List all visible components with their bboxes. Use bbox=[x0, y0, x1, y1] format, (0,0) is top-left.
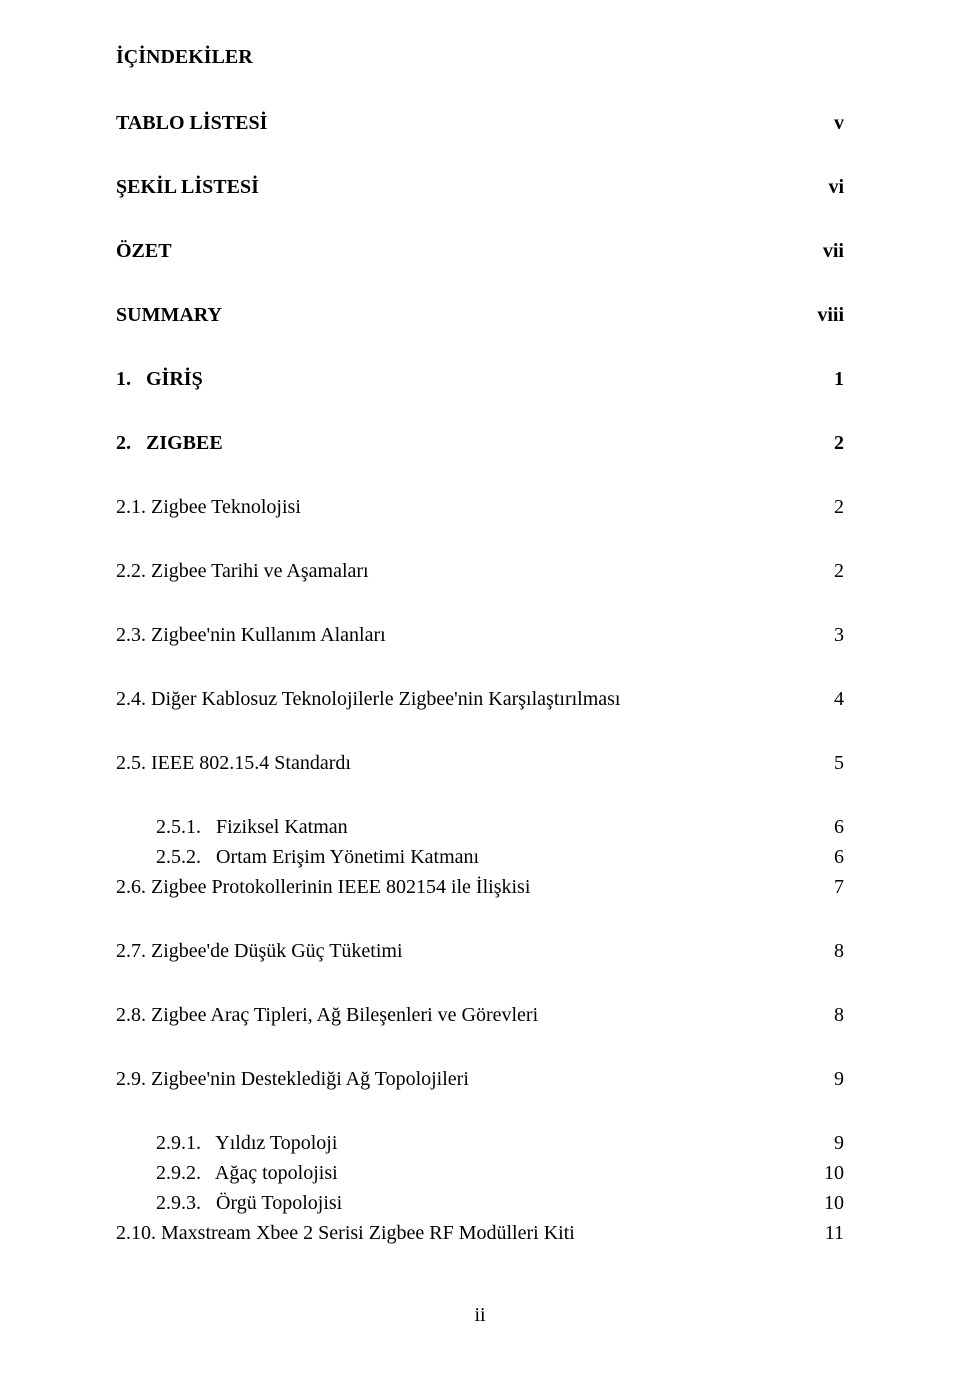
toc-entry-page: 6 bbox=[804, 815, 844, 839]
toc-entry-label: 2.8. Zigbee Araç Tipleri, Ağ Bileşenleri… bbox=[116, 1003, 538, 1027]
toc-entry-page: viii bbox=[804, 303, 844, 327]
toc-entry-label: 2.9. Zigbee'nin Desteklediği Ağ Topoloji… bbox=[116, 1067, 469, 1091]
toc-entry: 2. ZIGBEE 2 bbox=[116, 431, 844, 455]
toc-entry-label: 2.4. Diğer Kablosuz Teknolojilerle Zigbe… bbox=[116, 687, 621, 711]
toc-entry-page: 7 bbox=[804, 875, 844, 899]
toc-entry-page: 11 bbox=[804, 1221, 844, 1245]
toc-entry-page: 10 bbox=[804, 1161, 844, 1185]
toc-entry-label: 2.2. Zigbee Tarihi ve Aşamaları bbox=[116, 559, 369, 583]
toc-entry: 2.5.1. Fiziksel Katman 6 bbox=[116, 815, 844, 839]
toc-entry-label: 2.9.1. Yıldız Topoloji bbox=[156, 1131, 337, 1155]
toc-entry-label: ÖZET bbox=[116, 239, 172, 263]
toc-entry-page: 9 bbox=[804, 1067, 844, 1091]
toc-entry-page: 1 bbox=[804, 367, 844, 391]
page-number: ii bbox=[0, 1304, 960, 1327]
toc-entry-page: 5 bbox=[804, 751, 844, 775]
toc-entry-label: ŞEKİL LİSTESİ bbox=[116, 175, 259, 199]
toc-entry: 2.10. Maxstream Xbee 2 Serisi Zigbee RF … bbox=[116, 1221, 844, 1245]
toc-list: TABLO LİSTESİ v ŞEKİL LİSTESİ vi ÖZET vii SUMM… bbox=[116, 111, 844, 1245]
toc-entry-label: 2.6. Zigbee Protokollerinin IEEE 802154 … bbox=[116, 875, 530, 899]
toc-entry: 2.8. Zigbee Araç Tipleri, Ağ Bileşenleri… bbox=[116, 1003, 844, 1027]
toc-entry-page: 8 bbox=[804, 939, 844, 963]
toc-entry-label: 2.3. Zigbee'nin Kullanım Alanları bbox=[116, 623, 386, 647]
toc-entry-label: TABLO LİSTESİ bbox=[116, 111, 267, 135]
toc-entry: 2.3. Zigbee'nin Kullanım Alanları 3 bbox=[116, 623, 844, 647]
toc-title: İÇİNDEKİLER bbox=[116, 46, 844, 69]
toc-entry-page: 6 bbox=[804, 845, 844, 869]
toc-entry-label: 1. GİRİŞ bbox=[116, 367, 203, 391]
toc-entry-label: 2.5. IEEE 802.15.4 Standardı bbox=[116, 751, 351, 775]
toc-entry: ŞEKİL LİSTESİ vi bbox=[116, 175, 844, 199]
toc-entry: 1. GİRİŞ 1 bbox=[116, 367, 844, 391]
toc-entry-page: 9 bbox=[804, 1131, 844, 1155]
toc-entry-label: SUMMARY bbox=[116, 303, 222, 327]
toc-entry-label: 2.5.2. Ortam Erişim Yönetimi Katmanı bbox=[156, 845, 479, 869]
toc-entry-page: 10 bbox=[804, 1191, 844, 1215]
toc-entry-page: 8 bbox=[804, 1003, 844, 1027]
toc-entry: 2.5. IEEE 802.15.4 Standardı 5 bbox=[116, 751, 844, 775]
toc-entry-page: 2 bbox=[804, 431, 844, 455]
toc-entry-label: 2.1. Zigbee Teknolojisi bbox=[116, 495, 301, 519]
toc-entry-label: 2.10. Maxstream Xbee 2 Serisi Zigbee RF … bbox=[116, 1221, 575, 1245]
toc-entry: 2.9.1. Yıldız Topoloji 9 bbox=[116, 1131, 844, 1155]
toc-entry-page: vi bbox=[804, 175, 844, 199]
toc-entry-page: 2 bbox=[804, 559, 844, 583]
toc-entry-page: vii bbox=[804, 239, 844, 263]
toc-entry-page: 4 bbox=[804, 687, 844, 711]
toc-entry: 2.2. Zigbee Tarihi ve Aşamaları 2 bbox=[116, 559, 844, 583]
toc-entry: ÖZET vii bbox=[116, 239, 844, 263]
toc-entry-label: 2. ZIGBEE bbox=[116, 431, 223, 455]
toc-entry: 2.5.2. Ortam Erişim Yönetimi Katmanı 6 bbox=[116, 845, 844, 869]
toc-entry: 2.9. Zigbee'nin Desteklediği Ağ Topoloji… bbox=[116, 1067, 844, 1091]
toc-entry: 2.7. Zigbee'de Düşük Güç Tüketimi 8 bbox=[116, 939, 844, 963]
toc-entry: 2.9.3. Örgü Topolojisi 10 bbox=[116, 1191, 844, 1215]
toc-entry: SUMMARY viii bbox=[116, 303, 844, 327]
toc-entry: 2.1. Zigbee Teknolojisi 2 bbox=[116, 495, 844, 519]
toc-entry-label: 2.9.2. Ağaç topolojisi bbox=[156, 1161, 338, 1185]
toc-entry: 2.9.2. Ağaç topolojisi 10 bbox=[116, 1161, 844, 1185]
toc-entry: TABLO LİSTESİ v bbox=[116, 111, 844, 135]
toc-entry-page: 3 bbox=[804, 623, 844, 647]
toc-entry-page: 2 bbox=[804, 495, 844, 519]
toc-entry: 2.4. Diğer Kablosuz Teknolojilerle Zigbe… bbox=[116, 687, 844, 711]
toc-entry: 2.6. Zigbee Protokollerinin IEEE 802154 … bbox=[116, 875, 844, 899]
toc-entry-label: 2.5.1. Fiziksel Katman bbox=[156, 815, 348, 839]
toc-entry-page: v bbox=[804, 111, 844, 135]
toc-entry-label: 2.7. Zigbee'de Düşük Güç Tüketimi bbox=[116, 939, 403, 963]
toc-entry-label: 2.9.3. Örgü Topolojisi bbox=[156, 1191, 342, 1215]
